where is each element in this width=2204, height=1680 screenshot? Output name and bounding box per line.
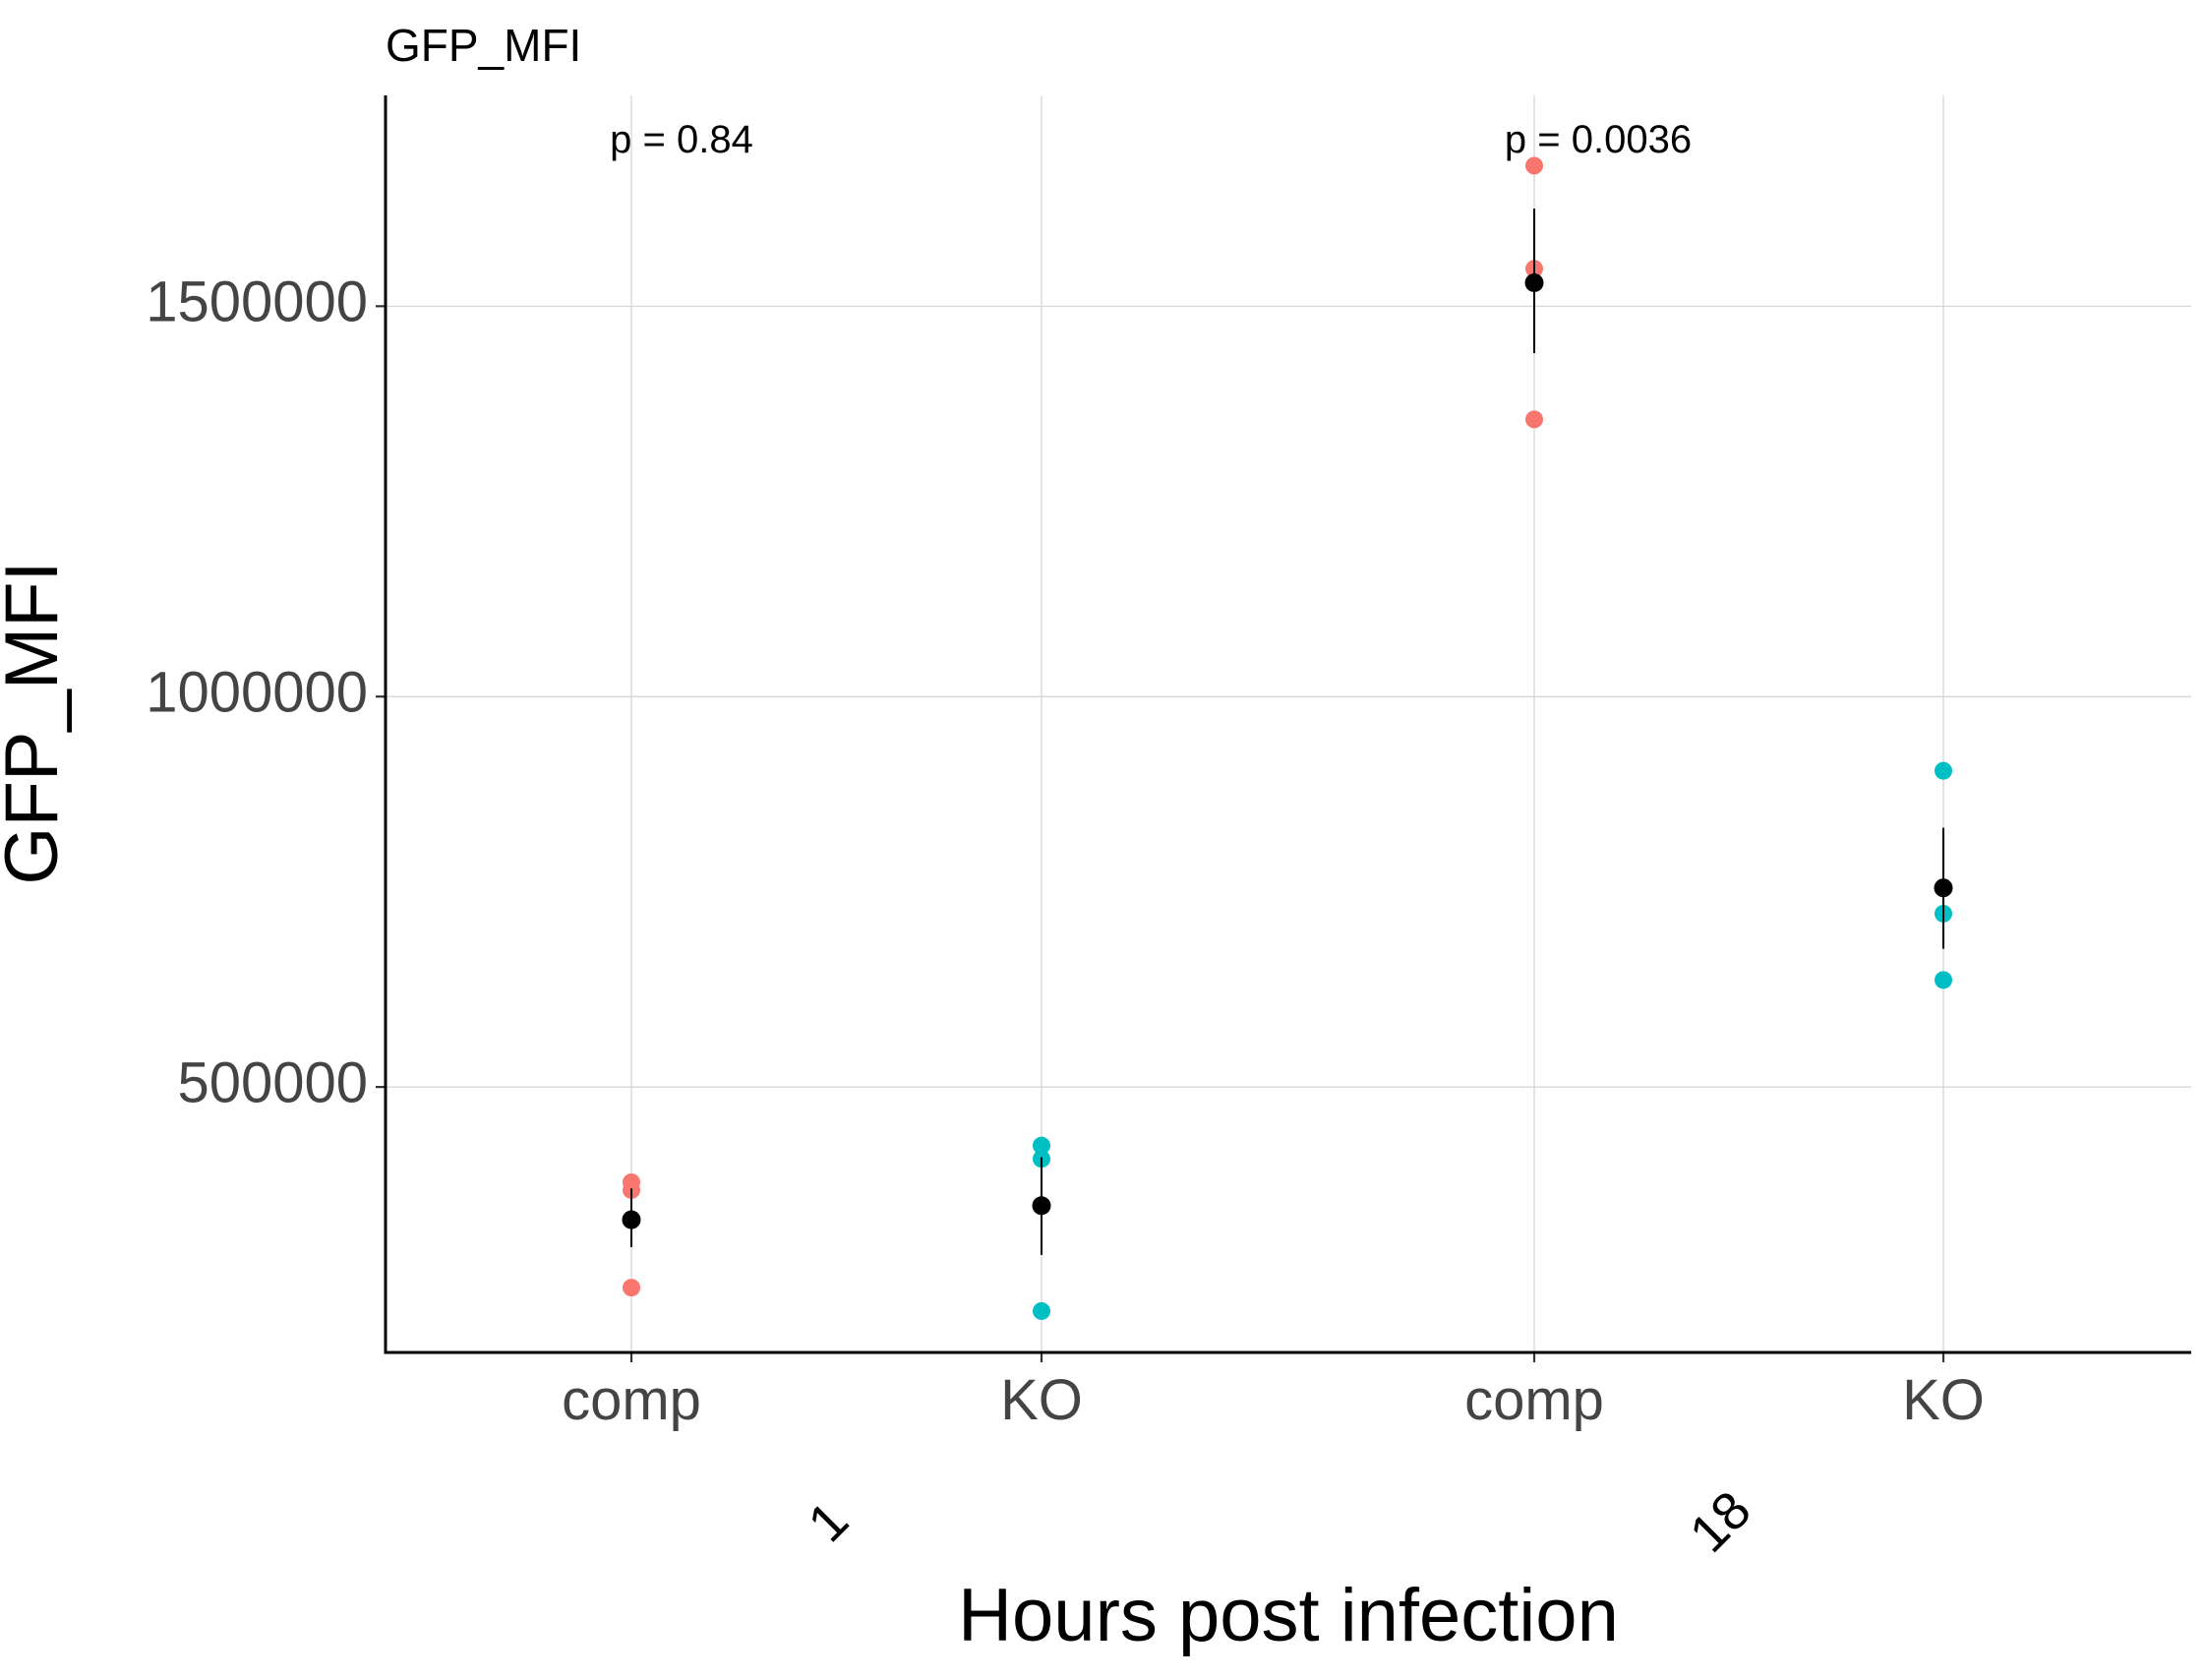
data-point bbox=[1935, 971, 1952, 990]
grid bbox=[386, 95, 2191, 1352]
mean-point bbox=[1934, 878, 1953, 898]
axes bbox=[376, 95, 2191, 1362]
data-point bbox=[1525, 410, 1543, 429]
data-point bbox=[1033, 1301, 1050, 1320]
x-axis-title: Hours post infection bbox=[958, 1574, 1619, 1657]
y-axis-title: GFP_MFI bbox=[0, 561, 74, 884]
group-label: 18 bbox=[1679, 1480, 1762, 1564]
data-point bbox=[1935, 761, 1952, 780]
y-tick-label: 1000000 bbox=[146, 661, 368, 725]
chart-title: GFP_MFI bbox=[386, 20, 581, 71]
y-tick-label: 500000 bbox=[177, 1050, 368, 1114]
x-tick-label: KO bbox=[1902, 1368, 1985, 1432]
mean-point bbox=[1524, 273, 1544, 293]
data-point bbox=[1525, 156, 1543, 175]
data-point bbox=[623, 1279, 640, 1297]
mean-point bbox=[1032, 1196, 1051, 1216]
data-point bbox=[1033, 1136, 1050, 1155]
x-tick-label: KO bbox=[1000, 1368, 1083, 1432]
group-label: 1 bbox=[797, 1490, 860, 1553]
p-value-annotation: p = 0.0036 bbox=[1505, 118, 1692, 161]
p-value-annotation: p = 0.84 bbox=[610, 118, 753, 161]
y-tick-label: 1500000 bbox=[146, 270, 368, 334]
x-tick-label: comp bbox=[562, 1368, 701, 1432]
data-marks bbox=[622, 156, 1953, 1320]
tick-labels: 500000 1000000 1500000 comp KO comp KO 1 p = 0.8… bbox=[146, 118, 1985, 1564]
x-tick-label: comp bbox=[1464, 1368, 1604, 1432]
mean-point bbox=[622, 1210, 641, 1230]
